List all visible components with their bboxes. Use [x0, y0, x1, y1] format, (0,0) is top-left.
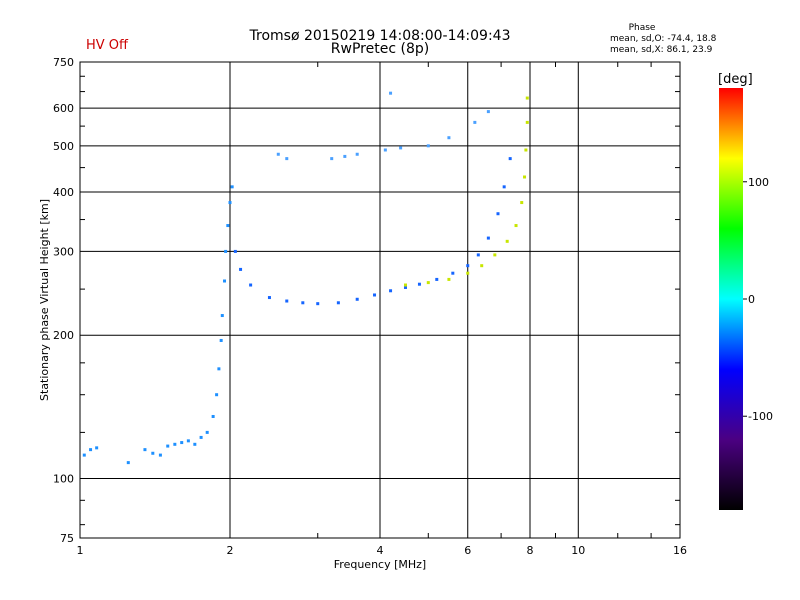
colorbar-label: [deg]	[718, 72, 753, 87]
data-point	[276, 152, 280, 156]
data-point	[219, 338, 223, 342]
data-point	[524, 148, 528, 152]
y-tick-label: 500	[53, 140, 74, 153]
data-point	[285, 157, 289, 161]
colorbar-tick-label: -100	[748, 410, 773, 423]
data-point	[249, 283, 253, 287]
y-tick-label: 400	[53, 186, 74, 199]
data-point	[173, 442, 177, 446]
data-point	[447, 277, 451, 281]
x-tick-label: 4	[377, 544, 384, 557]
data-point	[193, 442, 197, 446]
data-point	[525, 96, 529, 100]
phase-heading: Phase	[628, 23, 656, 33]
data-point	[505, 239, 509, 243]
data-point	[435, 277, 439, 281]
x-tick-label: 1	[77, 544, 84, 557]
data-point	[496, 212, 500, 216]
data-point	[403, 285, 407, 289]
data-point	[493, 253, 497, 257]
y-tick-label: 75	[60, 532, 74, 545]
data-point	[502, 185, 506, 189]
data-point	[373, 293, 377, 297]
data-point	[514, 224, 518, 228]
data-point	[205, 430, 209, 434]
data-point	[476, 253, 480, 257]
x-tick-label: 6	[464, 544, 471, 557]
data-point	[186, 439, 190, 443]
y-tick-label: 100	[53, 473, 74, 486]
data-point	[383, 148, 387, 152]
data-point	[389, 91, 393, 95]
data-point	[447, 136, 451, 140]
phase-o-stats: mean, sd,O: -74.4, 18.8	[610, 34, 717, 44]
data-point	[426, 144, 430, 148]
data-point	[220, 314, 224, 318]
data-point	[224, 249, 228, 253]
data-point	[215, 393, 219, 397]
data-point	[285, 299, 289, 303]
data-point	[230, 185, 234, 189]
data-point	[520, 201, 524, 205]
x-tick-label: 10	[571, 544, 585, 557]
chart-title: Tromsø 20150219 14:08:00-14:09:43	[249, 28, 511, 44]
y-tick-label: 300	[53, 245, 74, 258]
data-point	[316, 302, 320, 306]
data-point	[211, 414, 215, 418]
phase-x-stats: mean, sd,X: 86.1, 23.9	[610, 45, 713, 55]
data-point	[239, 267, 243, 271]
y-axis-label: Stationary phase Virtual Height [km]	[38, 199, 51, 401]
data-point	[82, 453, 86, 457]
data-point	[486, 236, 490, 240]
data-point	[226, 224, 230, 228]
x-tick-label: 2	[227, 544, 234, 557]
data-point	[399, 146, 403, 150]
data-point	[389, 289, 393, 293]
data-point	[480, 264, 484, 268]
y-tick-label: 750	[53, 56, 74, 69]
hv-status-label: HV Off	[86, 38, 128, 53]
data-point	[217, 367, 221, 371]
x-tick-label: 8	[527, 544, 534, 557]
data-point	[151, 451, 155, 455]
y-tick-label: 600	[53, 102, 74, 115]
x-tick-label: 16	[673, 544, 687, 557]
data-point	[403, 283, 407, 287]
data-point	[233, 249, 237, 253]
data-point	[180, 441, 184, 445]
data-point	[336, 301, 340, 305]
data-point	[199, 435, 203, 439]
data-point	[508, 157, 512, 161]
data-point	[330, 157, 334, 161]
data-point	[126, 461, 130, 465]
y-tick-label: 200	[53, 329, 74, 342]
colorbar-tick-label: 0	[748, 293, 755, 306]
data-point	[267, 296, 271, 300]
data-point	[158, 453, 162, 457]
data-point	[466, 264, 470, 268]
x-axis-label: Frequency [MHz]	[334, 558, 426, 571]
colorbar-tick-label: 100	[748, 176, 769, 189]
data-point	[166, 444, 170, 448]
data-point	[89, 448, 93, 452]
colorbar	[719, 88, 743, 510]
data-point	[451, 271, 455, 275]
data-point	[523, 175, 527, 179]
data-point	[143, 448, 147, 452]
data-point	[466, 271, 470, 275]
data-point	[486, 110, 490, 114]
data-point	[525, 120, 529, 124]
data-point	[228, 201, 232, 205]
data-point	[355, 152, 359, 156]
data-point	[95, 446, 99, 450]
data-point	[355, 297, 359, 301]
data-point	[473, 120, 477, 124]
data-point	[417, 282, 421, 286]
data-point	[343, 154, 347, 158]
data-point	[223, 279, 227, 283]
data-point	[426, 281, 430, 285]
data-point	[301, 301, 305, 305]
chart-subtitle: RwPretec (8p)	[330, 41, 430, 57]
